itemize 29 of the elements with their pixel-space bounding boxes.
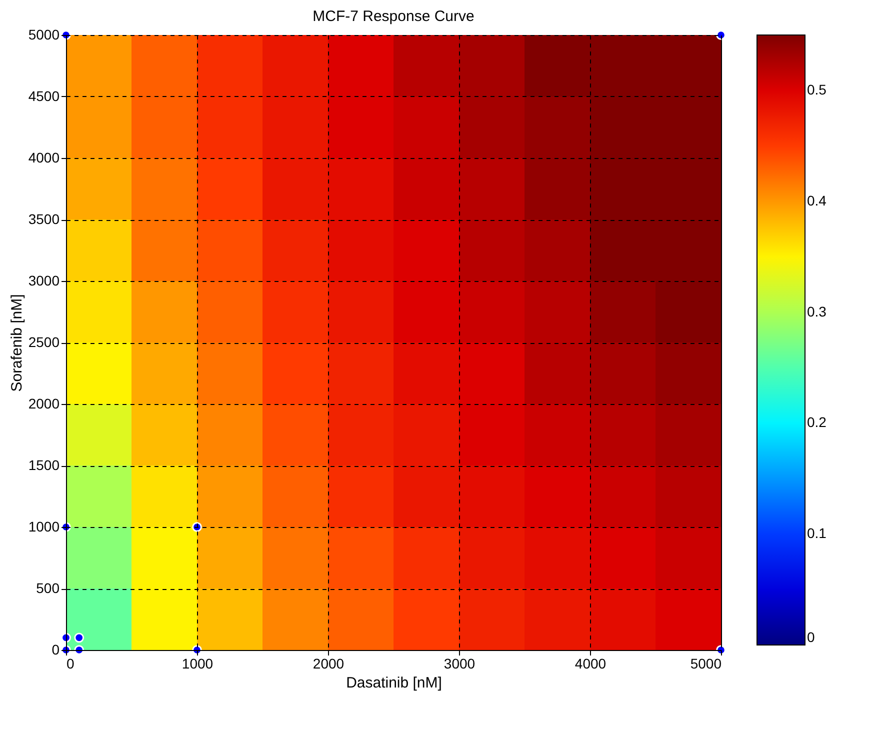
point <box>716 30 726 40</box>
y-tick-label: 3000 <box>28 272 60 288</box>
x-axis-title: Dasatinib [nM] <box>346 674 442 692</box>
chart-title: MCF-7 Response Curve <box>312 8 474 25</box>
y-tick-label: 5000 <box>28 26 60 42</box>
y-tick-label: 2500 <box>28 334 60 350</box>
x-tick-label: 4000 <box>574 656 606 672</box>
y-tick-label: 4000 <box>28 150 60 166</box>
color-bar-label: 0.5 <box>807 81 827 98</box>
y-tick-label: 1000 <box>28 518 60 534</box>
color-bar-label: 0.1 <box>807 525 827 542</box>
color-bar-label: 0.4 <box>807 192 827 208</box>
y-tick-label: 500 <box>36 580 60 596</box>
y-axis-title: Sorafenib [nM] <box>8 294 26 392</box>
y-tick-label: 4500 <box>28 88 60 104</box>
color-bar-label: 0.2 <box>807 414 827 430</box>
y-tick-label: 3500 <box>28 211 60 227</box>
x-tick-label: 5000 <box>690 656 722 672</box>
y-tick-label: 0 <box>52 642 60 658</box>
x-tick-label: 0 <box>66 656 74 672</box>
color-bar-label: 0.3 <box>807 303 827 320</box>
x-tick-label: 3000 <box>444 656 476 672</box>
color-bar-label: 0 <box>807 629 815 645</box>
point <box>192 522 202 532</box>
y-tick-label: 2000 <box>28 396 60 412</box>
y-tick-label: 1500 <box>28 457 60 473</box>
x-tick-label: 2000 <box>312 656 344 672</box>
x-tick-label: 1000 <box>182 656 214 672</box>
point <box>74 632 84 643</box>
